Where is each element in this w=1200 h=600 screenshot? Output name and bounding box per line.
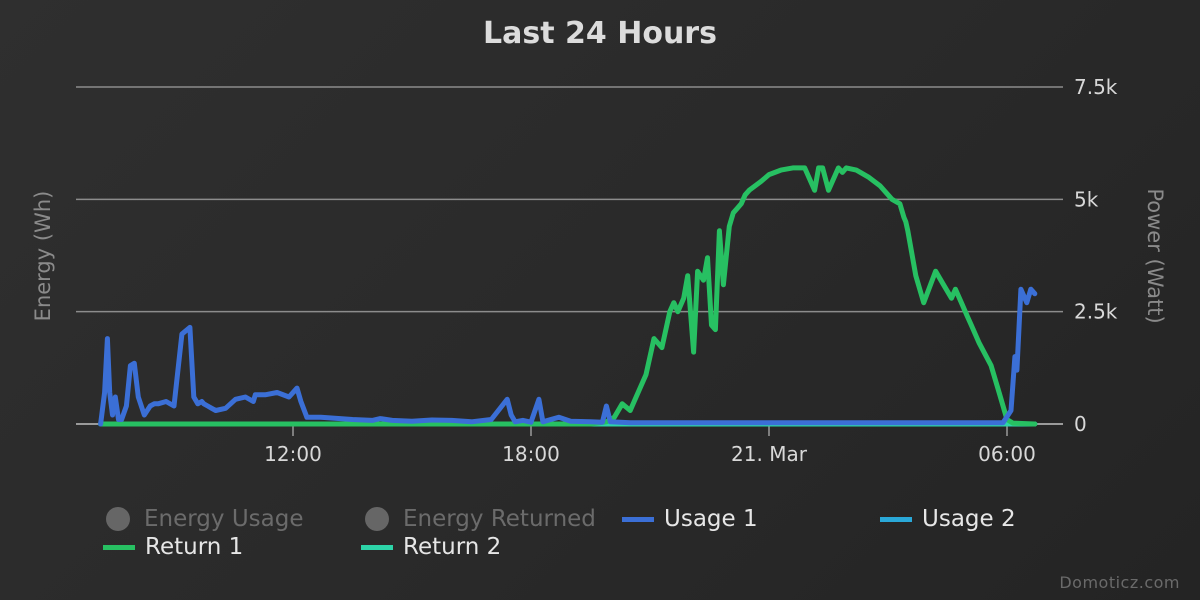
legend-line-icon [622, 516, 654, 522]
y-tick-label: 7.5k [1074, 75, 1118, 99]
x-tick-label: 18:00 [502, 442, 560, 466]
y-axis-right-label: Power (Watt) [1143, 188, 1167, 323]
credits-link[interactable]: Domoticz.com [1059, 573, 1180, 592]
legend-item-energy-returned[interactable]: Energy Returned [365, 506, 596, 532]
legend-line-icon [880, 516, 912, 522]
legend-label: Energy Usage [144, 506, 304, 532]
legend-label: Return 2 [403, 534, 502, 560]
legend-item-return-1[interactable]: Return 1 [103, 534, 243, 560]
legend-item-energy-usage[interactable]: Energy Usage [106, 506, 304, 532]
legend-item-usage-1[interactable]: Usage 1 [622, 506, 758, 532]
legend-line-icon [103, 544, 135, 550]
series-line-return-1[interactable] [98, 165, 1038, 427]
y-axis-left-label: Energy (Wh) [31, 191, 55, 322]
y-axis-ticks: 0 2.5k 5k 7.5k [1074, 75, 1118, 436]
legend: Energy Usage Energy Returned Usage 1 Usage … [0, 500, 1200, 570]
series-line-usage-1[interactable] [98, 286, 1038, 427]
legend-label: Usage 1 [664, 506, 758, 532]
legend-label: Return 1 [145, 534, 244, 560]
legend-label: Energy Returned [403, 506, 596, 532]
y-tick-label: 2.5k [1074, 300, 1118, 324]
chart-area: Last 24 Hours Energy (Wh) Power (Watt) 0… [31, 16, 1167, 466]
legend-label: Usage 2 [922, 506, 1016, 532]
legend-dot-icon [365, 507, 389, 531]
grid-lines [76, 86, 1063, 425]
y-tick-label: 0 [1074, 412, 1087, 436]
legend-item-usage-2[interactable]: Usage 2 [880, 506, 1016, 532]
legend-dot-icon [106, 507, 130, 531]
y-tick-label: 5k [1074, 187, 1099, 211]
x-tick-label: 12:00 [264, 442, 322, 466]
legend-item-return-2[interactable]: Return 2 [361, 534, 501, 560]
x-axis-ticks: 12:00 18:00 21. Mar 06:00 [264, 424, 1036, 466]
x-tick-label: 06:00 [978, 442, 1036, 466]
chart-title: Last 24 Hours [483, 16, 717, 51]
legend-line-icon [361, 544, 393, 550]
x-tick-label: 21. Mar [731, 442, 808, 466]
series-lines [98, 165, 1038, 427]
